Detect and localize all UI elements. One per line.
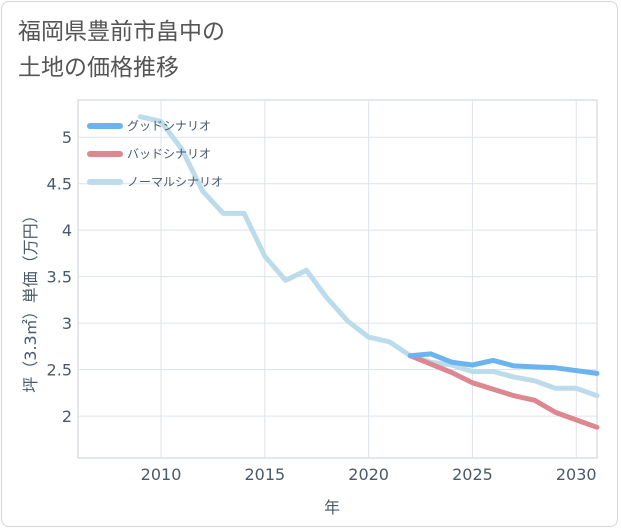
series-lines — [137, 114, 600, 430]
y-tick-label: 2.5 — [47, 361, 72, 380]
grid-lines — [78, 100, 597, 458]
plot-area — [77, 99, 598, 459]
series-line-0 — [407, 351, 600, 376]
y-tick-label: 2 — [62, 407, 72, 426]
x-tick-label: 2015 — [244, 465, 285, 484]
x-axis-label: 年 — [324, 498, 340, 517]
chart-title-line-1: 福岡県豊前市畠中の — [18, 19, 225, 45]
y-tick-label: 4.5 — [47, 175, 72, 194]
chart-title-line-2: 土地の価格推移 — [18, 55, 179, 81]
x-tick-label: 2030 — [556, 465, 597, 484]
y-tick-label: 5 — [62, 128, 72, 147]
legend-label: グッドシナリオ — [127, 119, 211, 133]
legend-label: バッドシナリオ — [127, 147, 211, 161]
x-tick-label: 2010 — [141, 465, 182, 484]
series-line-1 — [407, 353, 600, 430]
x-tick-label: 2020 — [348, 465, 389, 484]
legend-label: ノーマルシナリオ — [127, 175, 223, 189]
y-tick-label: 4 — [62, 221, 72, 240]
y-axis-label: 坪（3.3㎡）単価（万円） — [21, 207, 40, 392]
y-axis-ticks: 2 2.5 3 3.5 4 4.5 5 — [47, 128, 72, 426]
series-line-2 — [137, 114, 600, 399]
chart-title: 福岡県豊前市畠中の 土地の価格推移 — [18, 14, 225, 86]
x-tick-label: 2025 — [452, 465, 493, 484]
y-tick-label: 3 — [62, 314, 72, 333]
y-tick-label: 3.5 — [47, 268, 72, 287]
x-axis-ticks: 2010 2015 2020 2025 2030 — [141, 465, 597, 484]
